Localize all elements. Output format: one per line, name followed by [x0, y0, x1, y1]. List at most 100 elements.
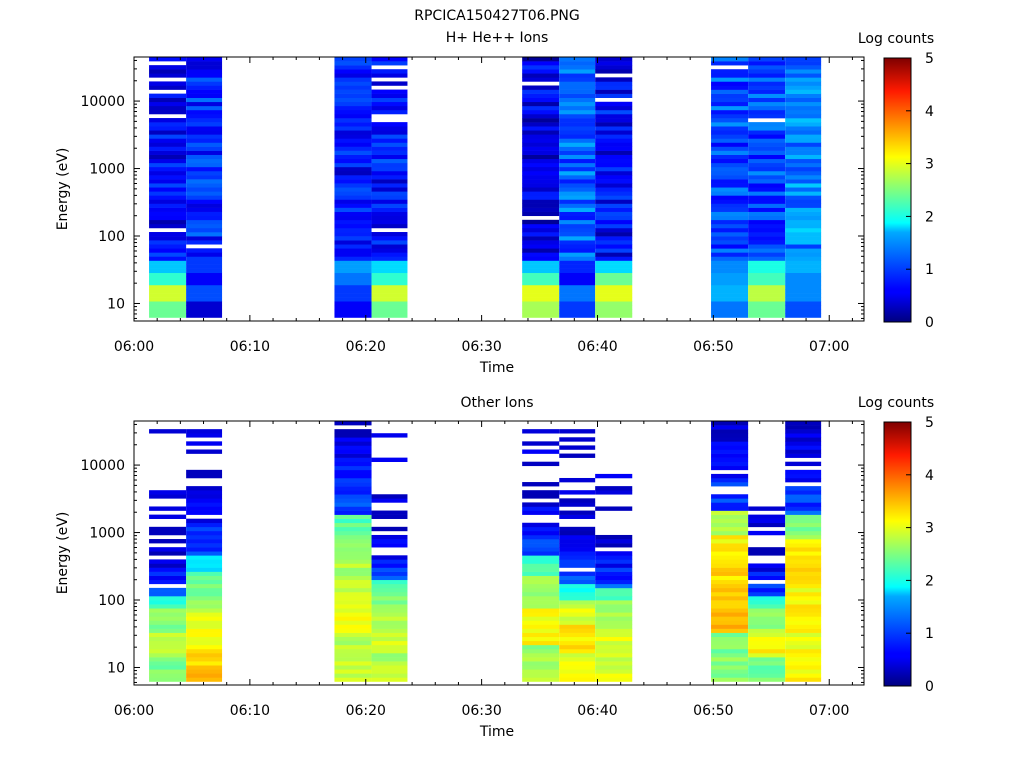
heatmap-cell — [334, 73, 372, 78]
heatmap-cell — [785, 449, 822, 454]
heatmap-cell — [595, 126, 633, 131]
heatmap-cell — [522, 260, 560, 265]
heatmap-cell — [371, 134, 408, 139]
heatmap-cell — [711, 661, 749, 666]
heatmap-cell — [711, 547, 749, 552]
heatmap-cell — [785, 276, 822, 282]
heatmap-cell — [595, 219, 633, 225]
heatmap-cell — [785, 653, 822, 658]
heatmap-cell — [186, 539, 223, 544]
heatmap-cell — [186, 616, 223, 621]
heatmap-cell — [371, 138, 408, 143]
x-tick-label: 06:10 — [230, 339, 270, 355]
heatmap-cell — [522, 57, 560, 62]
heatmap-cell — [559, 166, 596, 172]
heatmap-cell — [595, 89, 633, 94]
heatmap-cell — [785, 473, 822, 479]
heatmap-cell — [186, 661, 223, 666]
heatmap-cell — [522, 596, 560, 601]
heatmap-cell — [149, 150, 187, 155]
heatmap-cell — [785, 522, 822, 528]
heatmap-cell — [785, 191, 822, 196]
heatmap-cell — [186, 240, 223, 245]
heatmap-cell — [595, 534, 633, 540]
panel-other-ions-heatmap — [149, 421, 822, 682]
heatmap-cell — [371, 260, 408, 265]
heatmap-cell — [595, 268, 633, 274]
heatmap-cell — [559, 575, 596, 581]
heatmap-cell — [149, 490, 187, 495]
heatmap-cell — [334, 77, 372, 82]
heatmap-cell — [186, 596, 223, 601]
heatmap-cell — [785, 81, 822, 86]
heatmap-cell — [711, 502, 749, 507]
heatmap-cell — [371, 122, 408, 127]
heatmap-cell — [559, 571, 596, 576]
heatmap-cell — [711, 170, 749, 176]
heatmap-cell — [371, 223, 408, 229]
heatmap-cell — [595, 539, 633, 544]
heatmap-cell — [186, 268, 223, 274]
heatmap-cell — [186, 289, 223, 294]
heatmap-cell — [186, 526, 223, 532]
heatmap-cell — [186, 579, 223, 585]
heatmap-cell — [748, 591, 786, 597]
heatmap-cell — [522, 195, 560, 200]
heatmap-cell — [186, 118, 223, 123]
heatmap-cell — [522, 297, 560, 302]
heatmap-cell — [186, 236, 223, 241]
heatmap-cell — [149, 183, 187, 188]
heatmap-cell — [595, 166, 633, 172]
heatmap-cell — [522, 289, 560, 294]
heatmap-cell — [595, 187, 633, 192]
heatmap-cell — [522, 644, 560, 650]
heatmap-cell — [149, 219, 187, 225]
heatmap-cell — [334, 93, 372, 98]
heatmap-cell — [559, 661, 596, 666]
heatmap-cell — [334, 158, 372, 164]
heatmap-cell — [559, 122, 596, 127]
heatmap-cell — [149, 297, 187, 302]
heatmap-cell — [522, 571, 560, 576]
heatmap-cell — [748, 142, 786, 147]
heatmap-cell — [748, 203, 786, 208]
heatmap-cell — [371, 563, 408, 568]
heatmap-cell — [334, 215, 372, 221]
heatmap-cell — [522, 293, 560, 298]
colorbar-tick-label: 3 — [925, 157, 934, 173]
heatmap-cell — [371, 624, 408, 629]
heatmap-cell — [149, 305, 187, 310]
y-tick-label: 100 — [98, 229, 125, 245]
heatmap-cell — [711, 543, 749, 548]
heatmap-cell — [334, 632, 372, 638]
heatmap-cell — [522, 506, 560, 511]
heatmap-cell — [748, 175, 786, 180]
heatmap-cell — [559, 490, 596, 495]
x-tick-label: 06:50 — [693, 339, 733, 355]
heatmap-cell — [559, 600, 596, 605]
heatmap-cell — [748, 162, 786, 168]
heatmap-cell — [149, 195, 187, 200]
heatmap-cell — [711, 109, 749, 115]
heatmap-cell — [334, 490, 372, 495]
heatmap-cell — [186, 207, 223, 212]
heatmap-cell — [186, 648, 223, 654]
heatmap-cell — [711, 276, 749, 282]
heatmap-cell — [559, 301, 596, 306]
heatmap-cell — [559, 596, 596, 601]
heatmap-cell — [371, 579, 408, 585]
heatmap-cell — [748, 248, 786, 253]
heatmap-cell — [186, 494, 223, 499]
heatmap-cell — [522, 240, 560, 245]
heatmap-cell — [149, 591, 187, 597]
heatmap-cell — [711, 665, 749, 670]
heatmap-cell — [334, 510, 372, 515]
heatmap-cell — [149, 81, 187, 86]
heatmap-cell — [785, 510, 822, 515]
heatmap-cell — [711, 118, 749, 123]
heatmap-cell — [711, 142, 749, 147]
heatmap-cell — [186, 179, 223, 184]
heatmap-cell — [595, 146, 633, 151]
heatmap-cell — [186, 57, 223, 62]
heatmap-cell — [334, 134, 372, 139]
